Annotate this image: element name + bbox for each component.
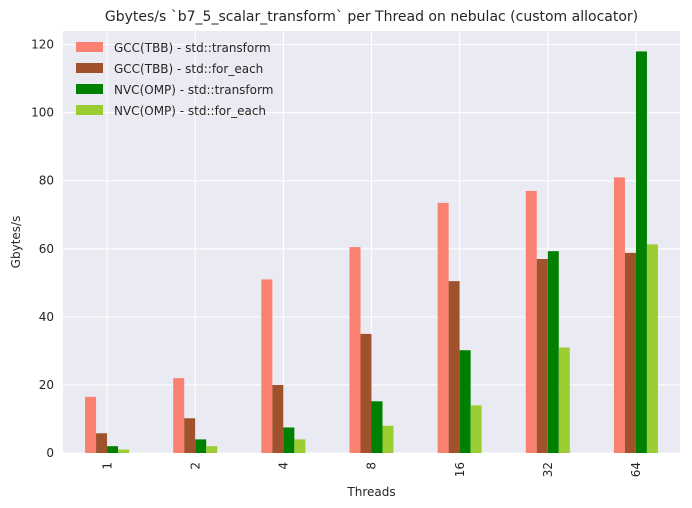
y-tick-label: 60: [39, 242, 54, 256]
y-tick-label: 100: [31, 106, 54, 120]
bar-16-series-2: [459, 350, 471, 453]
bar-16-series-3: [470, 405, 482, 453]
bar-8-series-0: [349, 247, 361, 453]
bars: [85, 51, 658, 454]
bar-64-series-1: [624, 252, 636, 453]
legend-label: NVC(OMP) - std::for_each: [114, 104, 266, 118]
bar-1-series-2: [107, 446, 119, 453]
bar-4-series-1: [272, 384, 284, 453]
bar-32-series-0: [525, 190, 537, 454]
bar-64-series-0: [613, 177, 625, 453]
bar-16-series-1: [448, 281, 460, 453]
bar-1-series-1: [96, 433, 108, 453]
bar-2-series-2: [195, 439, 207, 453]
legend-label: GCC(TBB) - std::for_each: [114, 62, 263, 76]
chart-title: Gbytes/s `b7_5_scalar_transform` per Thr…: [105, 9, 638, 25]
x-tick-label: 1: [100, 462, 114, 470]
bar-2-series-1: [184, 418, 196, 453]
bar-32-series-2: [547, 251, 559, 453]
bar-16-series-0: [437, 202, 449, 453]
legend-swatch: [76, 42, 103, 52]
x-axis-label: Threads: [346, 485, 395, 499]
x-tick-label: 64: [629, 462, 643, 477]
y-tick-labels: 0 20 40 60 80 100 120: [31, 38, 54, 460]
x-tick-label: 4: [277, 462, 291, 470]
x-tick-labels: 1 2 4 8 16 32 64: [100, 462, 643, 477]
bar-32-series-3: [558, 347, 570, 453]
x-tick-label: 8: [365, 462, 379, 470]
y-tick-label: 120: [31, 38, 54, 52]
bar-8-series-1: [360, 333, 372, 453]
y-tick-label: 80: [39, 174, 54, 188]
y-tick-label: 20: [39, 378, 54, 392]
legend-swatch: [76, 105, 103, 115]
legend-swatch: [76, 63, 103, 73]
bar-8-series-2: [371, 401, 383, 453]
bar-1-series-3: [118, 449, 130, 453]
y-tick-label: 0: [46, 446, 54, 460]
bar-8-series-3: [382, 425, 394, 453]
legend-swatch: [76, 84, 103, 94]
x-tick-label: 32: [541, 462, 555, 477]
bar-4-series-0: [261, 279, 273, 453]
x-tick-label: 2: [188, 462, 202, 470]
bar-32-series-1: [536, 259, 548, 453]
bar-64-series-3: [646, 244, 658, 453]
y-tick-label: 40: [39, 310, 54, 324]
x-tick-label: 16: [453, 462, 467, 477]
y-axis-label: Gbytes/s: [9, 216, 23, 269]
legend-label: NVC(OMP) - std::transform: [114, 83, 273, 97]
bar-4-series-2: [283, 427, 295, 453]
bar-2-series-0: [173, 378, 185, 453]
bar-2-series-3: [206, 446, 218, 453]
bar-1-series-0: [85, 396, 97, 453]
legend-label: GCC(TBB) - std::transform: [114, 41, 271, 55]
bar-64-series-2: [635, 51, 647, 454]
bar-4-series-3: [294, 439, 306, 453]
